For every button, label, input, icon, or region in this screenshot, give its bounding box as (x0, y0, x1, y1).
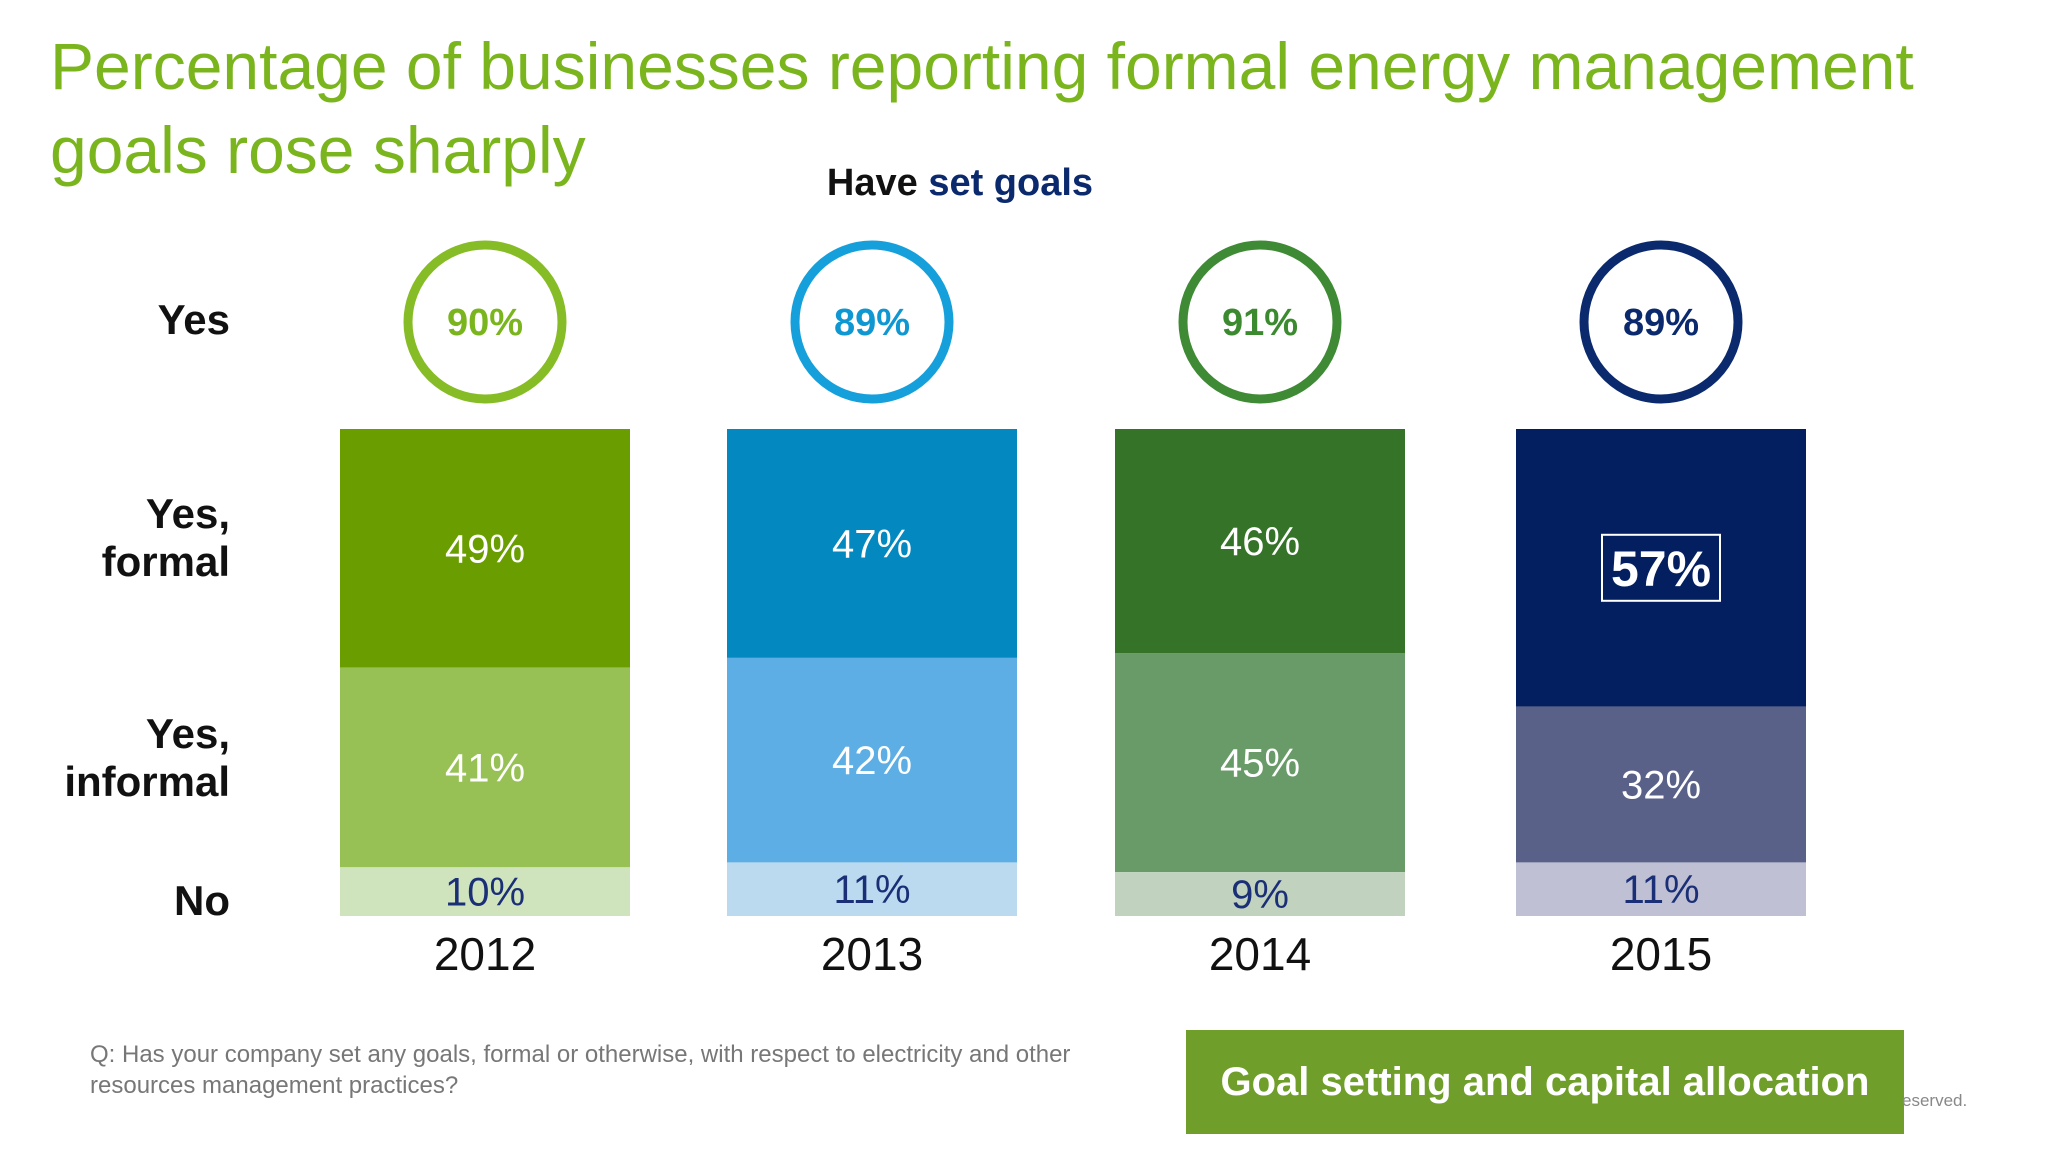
bar-segment-no-2015 (1516, 862, 1806, 916)
yes-total-ring-2012 (403, 240, 567, 404)
page-title: Percentage of businesses reporting forma… (50, 29, 1914, 187)
yes-total-ring-2013 (790, 240, 954, 404)
bar-segment-informal-2015 (1516, 706, 1806, 863)
bar-segment-no-2014 (1115, 872, 1405, 916)
data-label-informal-2015: 32% (1621, 764, 1701, 808)
chart-subtitle: Have set goals (800, 162, 1120, 205)
data-label-formal-2013: 47% (832, 522, 912, 566)
data-label-informal-2013: 42% (832, 739, 912, 783)
data-label-no-2013: 11% (833, 868, 910, 912)
data-label-no-2015: 11% (1622, 868, 1699, 912)
x-tick-label-2014: 2014 (1209, 928, 1311, 980)
yes-total-label-2014: 91% (1222, 302, 1298, 344)
x-tick-label-2015: 2015 (1610, 928, 1712, 980)
bar-segment-formal-2014 (1115, 429, 1405, 654)
x-tick-label-2012: 2012 (434, 928, 536, 980)
yes-total-ring-2014 (1178, 240, 1342, 404)
row-label-yes-informal: Yes, informal (64, 710, 230, 805)
section-tag: Goal setting and capital allocation (1186, 1030, 1904, 1134)
data-label-no-2012: 10% (445, 871, 525, 915)
yes-total-label-2015: 89% (1623, 302, 1699, 344)
data-label-formal-2012: 49% (445, 527, 525, 571)
data-label-formal-2015: 57% (1611, 541, 1711, 597)
yes-total-label-2012: 90% (447, 302, 523, 344)
highlight-box-2015 (1601, 533, 1721, 602)
data-label-informal-2012: 41% (445, 746, 525, 790)
yes-total-label-2013: 89% (834, 302, 910, 344)
data-label-formal-2014: 46% (1220, 520, 1300, 564)
row-label-yes: Yes (157, 296, 230, 343)
survey-question: Q: Has your company set any goals, forma… (90, 1041, 1071, 1099)
data-label-informal-2014: 45% (1220, 742, 1300, 786)
row-label-yes-formal: Yes, formal (101, 490, 230, 585)
bar-segment-informal-2014 (1115, 653, 1405, 873)
copyright-fragment: eserved. (1902, 1091, 1968, 1110)
yes-total-ring-2015 (1579, 240, 1743, 404)
bar-segment-informal-2013 (727, 657, 1017, 863)
stacked-bar-chart: 90% 49% 41% 10% 2012 89% 47% 42% 11% 2013 91% 46% 45… (340, 240, 1806, 980)
data-label-no-2014: 9% (1231, 873, 1289, 917)
bar-segment-informal-2012 (340, 667, 630, 868)
bar-segment-no-2013 (727, 862, 1017, 916)
bar-segment-formal-2012 (340, 429, 630, 668)
bar-segment-formal-2015 (1516, 429, 1806, 707)
subtitle-accent: set goals (928, 162, 1094, 204)
subtitle-prefix: Have (826, 162, 918, 204)
row-label-no: No (174, 877, 230, 924)
x-tick-label-2013: 2013 (821, 928, 923, 980)
bar-segment-formal-2013 (727, 429, 1017, 658)
bar-segment-no-2012 (340, 867, 630, 916)
